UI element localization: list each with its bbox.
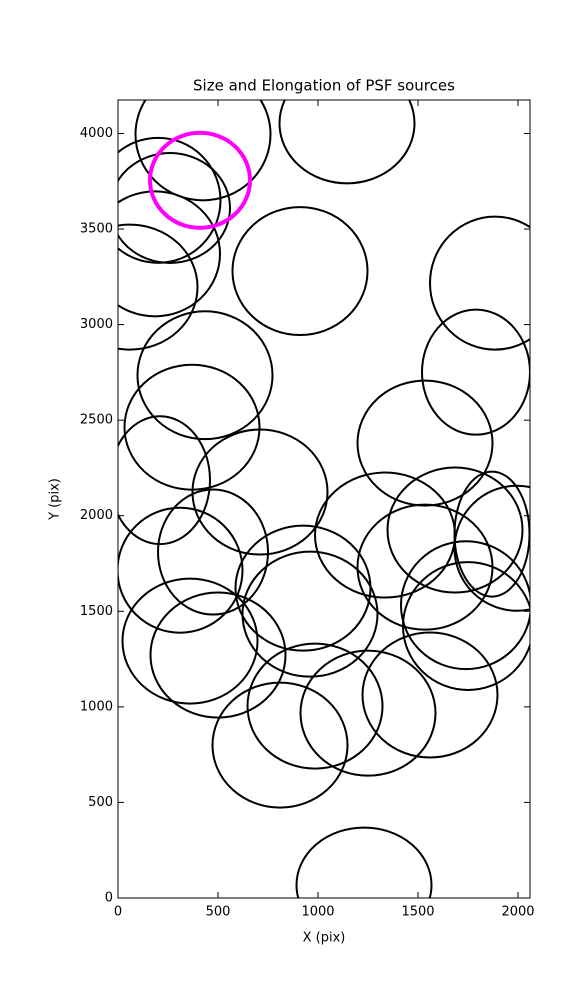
y-tick-label: 3500 [80, 222, 113, 237]
psf-ellipse [246, 642, 384, 770]
y-tick-label: 2500 [80, 413, 113, 428]
x-tick-label: 500 [206, 905, 231, 920]
psf-ellipse [148, 130, 252, 230]
psf-ellipse [136, 310, 274, 441]
psf-ellipse [118, 152, 231, 264]
y-axis-label: Y (pix) [48, 478, 63, 521]
psf-ellipse [121, 577, 259, 705]
plot-area [118, 100, 530, 898]
psf-ellipse [231, 206, 369, 337]
psf-ellipse [118, 415, 211, 546]
chart-title: Size and Elongation of PSF sources [193, 77, 455, 95]
psf-ellipse [149, 591, 287, 719]
psf-ellipse [400, 540, 530, 671]
y-tick-label: 2000 [80, 508, 113, 523]
x-tick-label: 1000 [301, 905, 334, 920]
x-axis-label: X (pix) [303, 931, 346, 946]
psf-ellipse [118, 223, 199, 351]
x-tick-label: 0 [114, 905, 122, 920]
psf-ellipse [295, 826, 433, 898]
y-tick-label: 4000 [80, 126, 113, 141]
psf-ellipse [241, 550, 379, 678]
y-tick-label: 0 [105, 891, 113, 906]
y-tick-label: 1000 [80, 699, 113, 714]
psf-ellipse [118, 190, 221, 318]
y-tick-label: 1500 [80, 604, 113, 619]
y-tick-label: 500 [88, 795, 113, 810]
psf-ellipse [191, 428, 329, 556]
psf-ellipse [211, 681, 349, 809]
psf-ellipse [386, 466, 524, 594]
x-tick-label: 2000 [501, 905, 534, 920]
x-tick-label: 1500 [401, 905, 434, 920]
psf-ellipse [429, 215, 530, 351]
psf-ellipse [299, 649, 437, 777]
axes-frame [117, 99, 531, 899]
psf-ellipse [134, 100, 272, 202]
psf-ellipse [118, 506, 244, 634]
psf-ellipse [278, 100, 416, 185]
y-tick-label: 3000 [80, 317, 113, 332]
psf-ellipse [402, 561, 530, 691]
psf-ellipse [361, 631, 499, 759]
psf-ellipse [421, 308, 530, 436]
psf-ellipse [453, 484, 530, 612]
psf-ellipse [157, 488, 269, 616]
